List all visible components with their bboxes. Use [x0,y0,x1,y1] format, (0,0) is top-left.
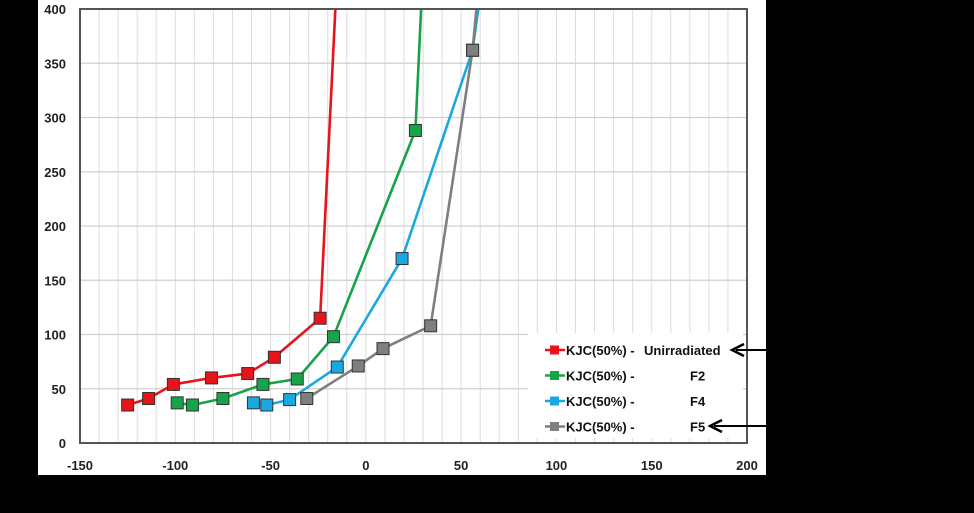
x-tick-label: 150 [641,458,663,473]
x-tick-label: -100 [162,458,188,473]
data-point-marker [466,43,480,57]
data-point-marker [326,330,340,344]
x-tick-label: 100 [546,458,568,473]
chart-panel: -150 -100 -50 0 50 100 150 200 0 50 100 150 200 250 30… [38,0,766,475]
data-point-marker [351,359,365,373]
line-chart: -150 -100 -50 0 50 100 150 200 0 50 100 150 200 250 30… [44,2,758,473]
data-point-marker [121,398,135,412]
legend-series-id: Unirradiated [644,343,721,358]
series-f2 [170,9,423,412]
data-point-marker [204,371,218,385]
data-point-marker [260,398,274,412]
data-point-marker [216,392,230,406]
data-point-marker [267,350,281,364]
series-line [127,9,337,407]
data-point-marker [246,396,260,410]
legend-marker [550,371,559,380]
y-tick-label: 350 [44,56,66,71]
legend-label: KJC(50%) - [566,394,635,409]
y-tick-label: 0 [59,436,66,451]
series-group [121,9,480,412]
legend-marker [550,422,559,431]
data-point-marker [170,396,184,410]
plot-frame [79,8,748,444]
data-point-marker [330,360,344,374]
data-point-marker [185,398,199,412]
data-point-marker [395,252,409,266]
legend-series-id: F5 [690,420,705,435]
legend-label: KJC(50%) - [566,420,635,435]
data-point-marker [408,124,422,138]
series-f5 [300,9,480,406]
x-tick-label: -50 [261,458,280,473]
legend: KJC(50%) - Unirradiated KJC(50%) - F2 KJC(… [528,333,743,438]
data-point-marker [256,377,270,391]
legend-marker [550,396,559,406]
y-tick-label: 250 [44,165,66,180]
data-point-marker [313,311,327,325]
data-point-marker [424,319,438,333]
series-line [306,9,478,400]
data-point-marker [166,377,180,391]
x-tick-label: -150 [67,458,93,473]
axes: -150 -100 -50 0 50 100 150 200 0 50 100 150 200 250 30… [44,2,758,473]
y-tick-label: 200 [44,219,66,234]
legend-series-id: F2 [690,369,705,384]
data-point-marker [241,367,255,381]
y-tick-label: 100 [44,328,66,343]
y-tick-label: 150 [44,273,66,288]
y-tick-label: 300 [44,111,66,126]
x-tick-label: 200 [736,458,758,473]
y-tick-label: 400 [44,2,66,17]
data-point-marker [142,392,156,406]
y-tick-label: 50 [52,382,66,397]
legend-series-id: F4 [690,394,706,409]
data-point-marker [283,393,297,407]
legend-marker [550,345,559,355]
x-tick-label: 0 [362,458,369,473]
data-point-marker [376,342,390,356]
legend-label: KJC(50%) - [566,343,635,358]
data-point-marker [290,372,304,386]
data-point-marker [300,392,314,406]
x-tick-label: 50 [454,458,468,473]
legend-label: KJC(50%) - [566,369,635,384]
series-unirradiated [121,9,337,412]
